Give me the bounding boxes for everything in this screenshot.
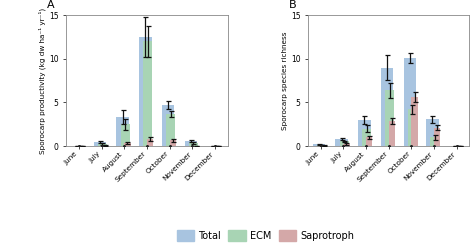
Bar (389, 121, 395, 146)
Bar (170, 140, 176, 146)
Bar (166, 114, 175, 146)
Bar (162, 105, 174, 146)
Bar (143, 41, 152, 146)
Bar (189, 143, 198, 146)
Bar (385, 90, 394, 146)
Bar (139, 37, 152, 146)
Bar (184, 141, 197, 146)
Bar (411, 97, 418, 146)
Bar (408, 109, 417, 146)
Bar (147, 139, 153, 146)
Bar (358, 120, 371, 146)
Legend: Total, ECM, Saprotroph: Total, ECM, Saprotroph (173, 226, 358, 245)
Text: A: A (47, 0, 55, 10)
Bar (120, 124, 130, 146)
Bar (98, 144, 107, 146)
Bar (336, 139, 348, 146)
Bar (317, 145, 326, 146)
Bar (124, 143, 131, 146)
Bar (426, 119, 439, 146)
Y-axis label: Sporocarp species richness: Sporocarp species richness (282, 32, 288, 130)
Bar (340, 141, 349, 146)
Bar (403, 58, 416, 146)
Bar (343, 144, 350, 146)
Bar (366, 137, 373, 146)
Text: B: B (289, 0, 296, 10)
Bar (117, 117, 129, 146)
Bar (434, 128, 440, 146)
Bar (362, 129, 372, 146)
Bar (101, 145, 108, 146)
Bar (381, 68, 393, 146)
Bar (430, 137, 439, 146)
Bar (94, 142, 106, 146)
Bar (313, 144, 325, 146)
Bar (320, 145, 327, 146)
Y-axis label: Sporocarp productivity (kg dw ha⁻¹ yr⁻¹): Sporocarp productivity (kg dw ha⁻¹ yr⁻¹) (39, 8, 46, 154)
